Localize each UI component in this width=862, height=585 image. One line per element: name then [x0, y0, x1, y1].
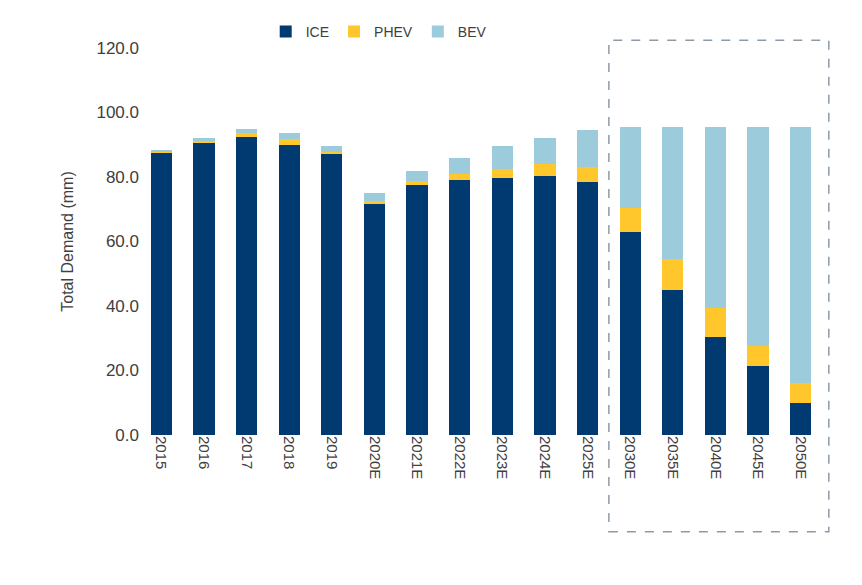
svg-text:0.0: 0.0	[115, 426, 139, 445]
svg-text:PHEV: PHEV	[374, 24, 413, 40]
svg-text:120.0: 120.0	[96, 39, 139, 58]
svg-text:BEV: BEV	[458, 24, 487, 40]
svg-text:2016: 2016	[196, 436, 213, 469]
svg-text:2040E: 2040E	[708, 436, 725, 479]
svg-text:60.0: 60.0	[106, 232, 139, 251]
svg-text:2017: 2017	[239, 436, 256, 469]
svg-text:2022E: 2022E	[452, 436, 469, 479]
svg-text:2035E: 2035E	[665, 436, 682, 479]
svg-text:Total Demand (mm): Total Demand (mm)	[59, 171, 76, 311]
svg-text:2050E: 2050E	[793, 436, 810, 479]
svg-text:2019: 2019	[324, 436, 341, 469]
svg-text:20.0: 20.0	[106, 361, 139, 380]
svg-text:100.0: 100.0	[96, 103, 139, 122]
svg-text:2023E: 2023E	[494, 436, 511, 479]
svg-text:ICE: ICE	[306, 24, 329, 40]
svg-text:2021E: 2021E	[409, 436, 426, 479]
svg-text:80.0: 80.0	[106, 168, 139, 187]
svg-text:2024E: 2024E	[537, 436, 554, 479]
svg-text:2030E: 2030E	[622, 436, 639, 479]
svg-text:2025E: 2025E	[580, 436, 597, 479]
svg-text:2020E: 2020E	[367, 436, 384, 479]
svg-text:2015: 2015	[153, 436, 170, 469]
svg-text:2045E: 2045E	[750, 436, 767, 479]
svg-text:40.0: 40.0	[106, 297, 139, 316]
svg-text:2018: 2018	[281, 436, 298, 469]
